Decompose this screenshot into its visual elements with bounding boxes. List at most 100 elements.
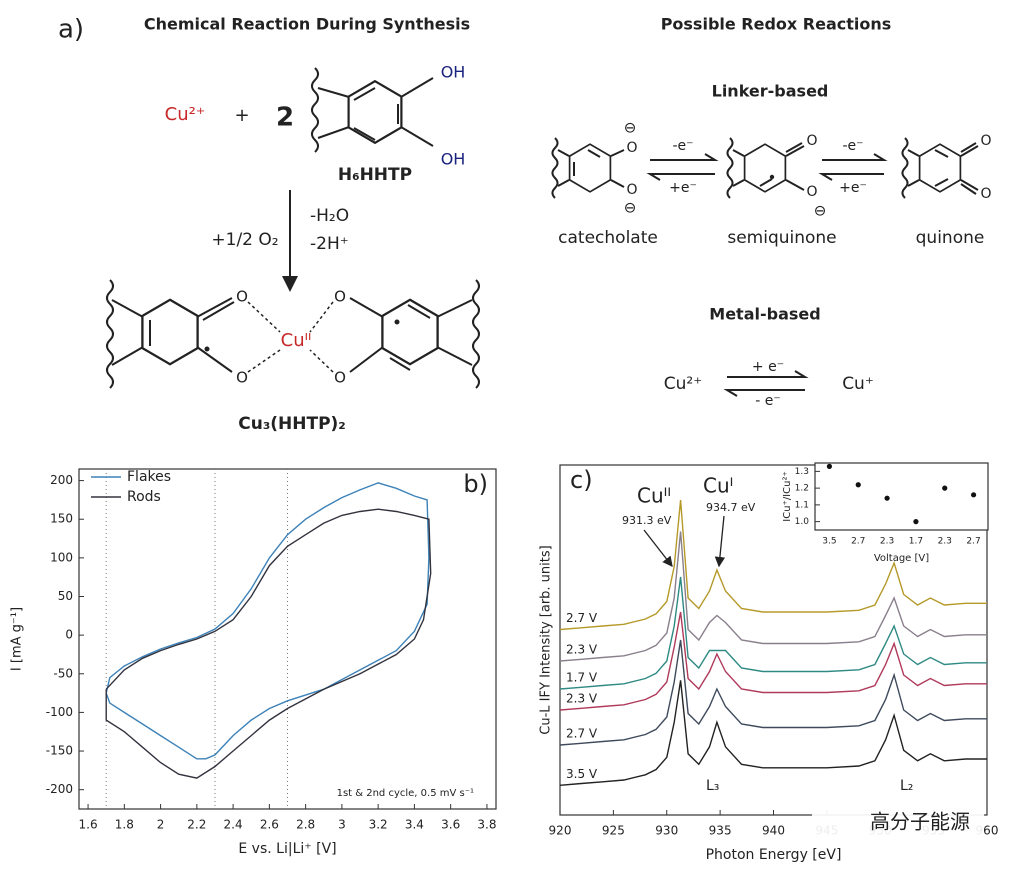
section-title: Chemical Reaction During Synthesis [144,15,470,34]
series-label: 2.7 V [566,611,598,625]
redox-structures [551,137,979,397]
y-tick-label: 1.3 [795,467,809,477]
linker-structure [311,67,434,153]
oxygen: O [236,288,248,306]
y-axis-label: ICu⁺/ICu²⁺ [782,471,793,521]
x-tick-label: 925 [602,824,625,838]
x-tick-label: 920 [549,824,572,838]
panel-label: b) [463,470,488,498]
y-tick-label: -150 [46,744,73,758]
arrow-label: +e⁻ [669,180,697,196]
x-tick-label: 3.5 [822,537,836,547]
copper-ion: Cu²⁺ [165,104,206,125]
inset-background [815,463,988,530]
oxygen: O [806,133,817,149]
byproduct: -H₂O [310,206,349,226]
species-name: Cu⁺ [842,374,874,394]
x-tick-label: 1.6 [79,818,98,832]
plus: + [234,105,249,126]
oxygen: O [334,288,346,306]
panel-label: a) [58,15,84,45]
oxygen: O [334,369,346,387]
species-name: semiquinone [727,228,836,248]
y-tick-label: 1.0 [795,517,810,527]
watermark-background [812,806,984,840]
x-tick-label: 2.3 [880,537,894,547]
y-tick-label: -100 [46,705,73,719]
x-tick-label: 1.8 [115,818,134,832]
oxygen: O [806,184,817,200]
hydroxyl: OH [441,150,466,169]
y-axis-label: I [mA g⁻¹] [10,607,25,671]
series-label: 2.3 V [566,643,598,657]
series-label: 2.7 V [566,727,598,741]
linker-name: H₆HHTP [338,165,412,185]
species-name: catecholate [558,228,658,248]
legend-label: Rods [127,489,161,505]
annotation: 1st & 2nd cycle, 0.5 mV s⁻¹ [337,788,474,799]
x-tick-label: 2.2 [187,818,206,832]
y-tick-label: 100 [50,550,73,564]
x-tick-label: 3.6 [441,818,460,832]
x-tick-label: 2.7 [966,537,980,547]
product-name: Cu₃(HHTP)₂ [238,414,346,434]
data-point [826,463,833,469]
annotation: L₃ [706,778,719,794]
arrow-label: -e⁻ [842,138,863,154]
annotation-arrow [714,515,726,568]
y-tick-label: 200 [50,473,73,487]
subheading: Linker-based [712,82,829,101]
x-tick-label: 3.2 [369,818,388,832]
reagent: +1/2 O₂ [211,230,278,250]
oxygen: O [236,369,248,387]
subheading: Metal-based [709,305,820,324]
arrow-label: +e⁻ [839,180,867,196]
complex-structure [106,279,480,389]
x-axis-label: Voltage [V] [874,553,929,564]
x-tick-label: 2.4 [224,818,243,832]
x-tick-label: 930 [655,824,678,838]
annotation-arrow [643,529,673,568]
y-tick-label: -200 [46,782,73,796]
oxygen: O [626,140,637,156]
series-line [559,611,987,711]
x-tick-label: 1.7 [909,537,923,547]
arrow-label: -e⁻ [672,138,693,154]
panel-label: c) [570,466,593,494]
legend-label: Flakes [127,469,171,485]
series-line [105,508,432,779]
x-tick-label: 935 [709,824,732,838]
copper-center: Cuᴵᴵ [281,330,312,351]
hydroxyl: OH [441,63,466,82]
series-label: 1.7 V [566,671,598,685]
y-tick-label: 0 [65,628,73,642]
series-label: 2.3 V [566,692,598,706]
oxygen: O [980,133,991,149]
x-tick-label: 2.7 [851,537,865,547]
arrow-label: - e⁻ [755,393,781,409]
x-tick-label: 3 [338,818,346,832]
data-point [884,495,890,501]
x-tick-label: 2.3 [938,537,952,547]
x-tick-label: 2.8 [296,818,315,832]
x-tick-label: 2.6 [260,818,279,832]
annotation: Cuᴵᴵ [637,484,671,508]
x-tick-label: 940 [762,824,785,838]
plot-frame [814,462,989,531]
charge: ⊖ [814,202,827,220]
oxygen: O [980,186,991,202]
data-point [913,519,919,525]
annotation: 931.3 eV [622,514,672,527]
charge: ⊖ [624,119,637,137]
y-tick-label: 1.1 [795,500,809,510]
series-line [559,639,987,746]
series-line [559,531,987,662]
coefficient: 2 [276,103,294,133]
data-point [855,482,861,488]
y-axis-label: Cu-L IFY Intensity [arb. units] [539,545,554,734]
x-axis-label: E vs. Li|Li⁺ [V] [238,841,336,857]
charge: ⊖ [624,199,637,217]
series-line [105,482,430,760]
annotation: 934.7 eV [706,501,756,514]
